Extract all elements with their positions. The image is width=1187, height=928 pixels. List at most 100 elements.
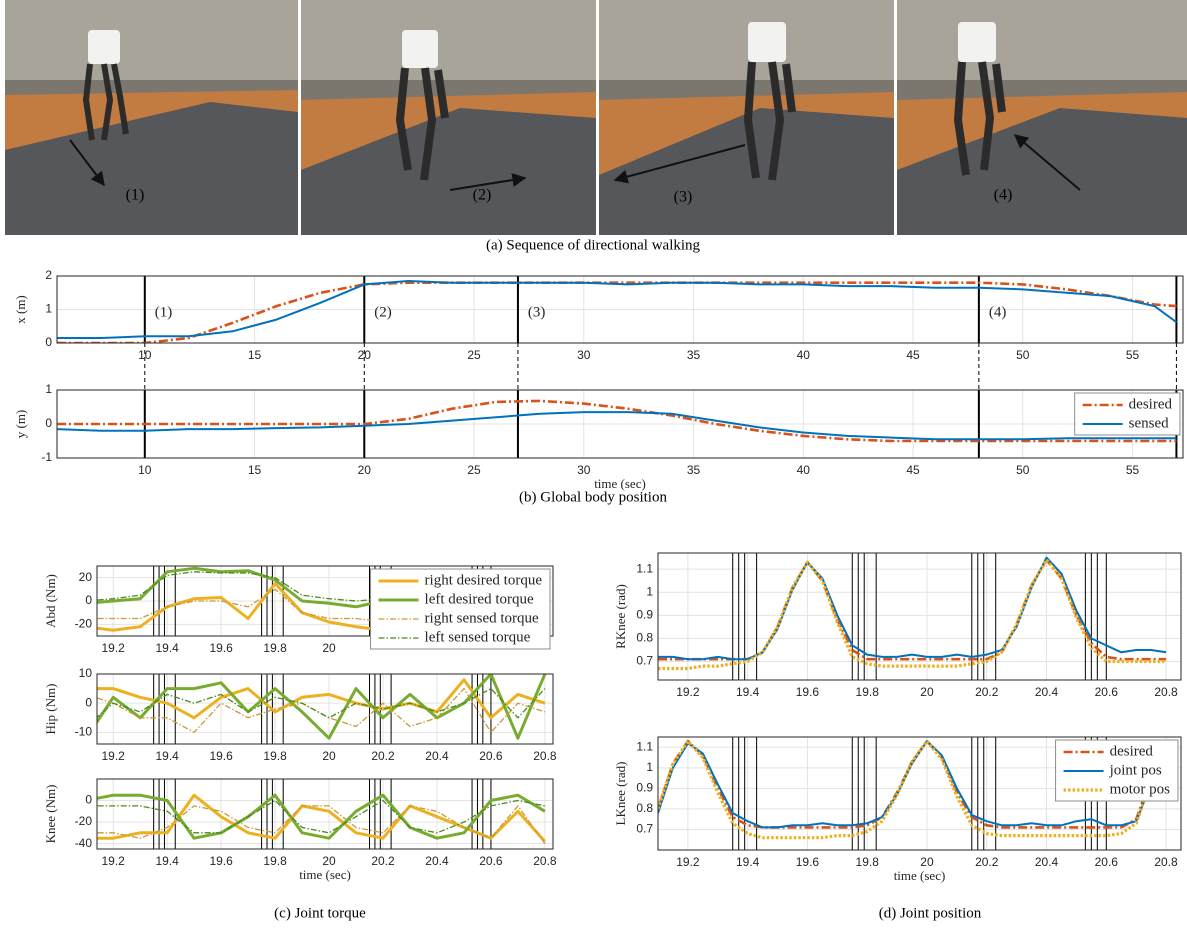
x-tick-label: 19.6 xyxy=(209,641,233,655)
series-line xyxy=(658,558,1167,671)
y-tick-label: 1 xyxy=(45,382,52,396)
x-tick-label: 19.8 xyxy=(856,855,880,869)
x-tick-label: 19.4 xyxy=(155,854,179,868)
x-tick-label: 20 xyxy=(322,641,336,655)
x-tick-label: 19.2 xyxy=(102,854,126,868)
x-tick-label: 30 xyxy=(577,348,591,362)
photo: (4) xyxy=(897,0,1187,235)
x-tick-label: 19.2 xyxy=(102,641,126,655)
series-line xyxy=(658,556,1167,661)
y-tick-label: 0 xyxy=(45,335,52,349)
caption: (d) Joint position xyxy=(879,905,982,921)
x-tick-label: 20.6 xyxy=(479,854,503,868)
y-axis-label: Knee (Nm) xyxy=(43,785,58,844)
y-axis-label: RKnee (rad) xyxy=(613,584,628,649)
y-tick-label: -10 xyxy=(75,725,93,739)
legend-label: desired xyxy=(1129,396,1173,412)
x-tick-label: 25 xyxy=(467,348,481,362)
x-tick-label: 20.2 xyxy=(371,854,395,868)
x-tick-label: 20.2 xyxy=(975,685,999,699)
y-tick-label: 20 xyxy=(79,570,93,584)
x-tick-label: 19.4 xyxy=(155,641,179,655)
x-tick-label: 20.4 xyxy=(425,854,449,868)
y-tick-label: -20 xyxy=(75,617,93,631)
x-tick-label: 19.6 xyxy=(796,685,820,699)
y-axis-label: Abd (Nm) xyxy=(43,574,58,628)
x-tick-label: 20.8 xyxy=(533,854,557,868)
series-line xyxy=(97,678,546,720)
x-tick-label: 19.6 xyxy=(796,855,820,869)
plot-frame xyxy=(657,552,1182,681)
photo: (1) xyxy=(5,0,298,235)
y-tick-label: 1 xyxy=(646,584,653,598)
legend-label: right sensed torque xyxy=(425,610,539,626)
y-tick-label: 10 xyxy=(79,666,93,680)
y-tick-label: 0.8 xyxy=(636,801,653,815)
x-tick-label: 20.8 xyxy=(533,749,557,763)
x-tick-label: 45 xyxy=(906,463,920,477)
x-tick-label: 10 xyxy=(138,348,152,362)
legend-label: joint pos xyxy=(1109,762,1162,778)
legend-label: sensed xyxy=(1129,415,1169,431)
x-tick-label: 20.2 xyxy=(371,749,395,763)
x-tick-label: 25 xyxy=(467,463,481,477)
y-tick-label: 1 xyxy=(646,760,653,774)
legend: right desired torque left desired torque r… xyxy=(370,568,551,650)
plot-frame xyxy=(56,389,1184,459)
y-tick-label: 0.9 xyxy=(636,781,653,795)
y-tick-label: 2 xyxy=(45,268,52,282)
y-tick-label: 0.7 xyxy=(636,822,653,836)
x-tick-label: 45 xyxy=(906,348,920,362)
y-tick-label: 1.1 xyxy=(636,561,653,575)
x-tick-label: 55 xyxy=(1126,348,1140,362)
y-axis-label: x (m) xyxy=(13,295,28,324)
y-tick-label: 0.9 xyxy=(636,608,653,622)
x-tick-label: 20 xyxy=(322,749,336,763)
x-tick-label: 35 xyxy=(687,463,701,477)
x-tick-label: 20.6 xyxy=(1095,685,1119,699)
series-line xyxy=(97,793,546,840)
x-tick-label: 19.4 xyxy=(155,749,179,763)
y-axis-label: LKnee (rad) xyxy=(613,762,628,826)
x-tick-label: 19.2 xyxy=(676,855,700,869)
legend-label: desired xyxy=(1110,743,1154,759)
series-line xyxy=(97,799,546,834)
legend: desired sensed xyxy=(1074,392,1181,436)
x-tick-label: 40 xyxy=(797,348,811,362)
legend-box xyxy=(1074,392,1181,436)
y-tick-label: 1 xyxy=(45,302,52,316)
series-line xyxy=(97,588,545,623)
y-tick-label: -20 xyxy=(75,814,93,828)
legend-label: right desired torque xyxy=(425,572,543,588)
x-tick-label: 20.4 xyxy=(1035,685,1059,699)
photo-label: (2) xyxy=(473,187,492,204)
y-tick-label: 0.8 xyxy=(636,631,653,645)
caption: (a) Sequence of directional walking xyxy=(486,237,701,253)
x-tick-label: 15 xyxy=(248,348,262,362)
x-tick-label: 55 xyxy=(1126,463,1140,477)
plot-frame xyxy=(96,673,554,745)
legend-label: left desired torque xyxy=(425,591,534,607)
y-tick-label: 0 xyxy=(85,593,92,607)
series-line xyxy=(57,281,1177,343)
x-tick-label: 20.4 xyxy=(425,749,449,763)
series-line xyxy=(97,674,547,740)
legend: desired joint pos motor pos xyxy=(1055,739,1179,802)
annotation: (1) xyxy=(155,304,173,320)
y-axis-label: Hip (Nm) xyxy=(43,684,58,735)
photo-label: (1) xyxy=(126,187,145,204)
photo-label: (3) xyxy=(674,189,693,206)
y-tick-label: 0 xyxy=(45,416,52,430)
x-tick-label: 35 xyxy=(687,348,701,362)
legend-label: motor pos xyxy=(1110,781,1171,797)
legend-label: left sensed torque xyxy=(425,629,531,645)
plot-frame xyxy=(96,565,554,637)
x-tick-label: 20.8 xyxy=(1154,685,1178,699)
photo-label: (4) xyxy=(994,187,1013,204)
x-tick-label: 15 xyxy=(248,463,262,477)
series-line xyxy=(57,411,1177,441)
x-axis-label: time (sec) xyxy=(594,476,646,491)
x-tick-label: 40 xyxy=(797,463,811,477)
x-tick-label: 20 xyxy=(920,685,934,699)
